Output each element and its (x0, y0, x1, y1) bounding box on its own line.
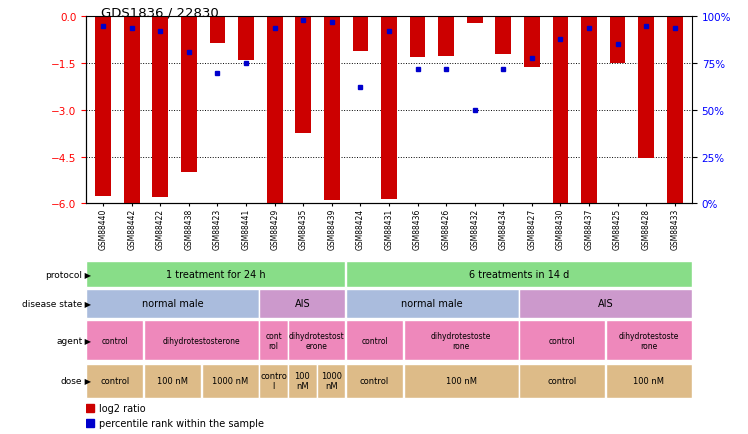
Bar (381, 17, 397, 199)
Text: cont
rol: cont rol (266, 332, 282, 350)
Bar (606, 321, 692, 361)
Text: control: control (360, 376, 389, 385)
Text: control: control (361, 336, 388, 345)
Text: control: control (102, 336, 128, 345)
Text: normal male: normal male (402, 299, 463, 309)
Text: dihydrotestosterone: dihydrotestosterone (162, 336, 240, 345)
Bar (153, 17, 168, 198)
Bar (610, 17, 625, 63)
Bar (404, 321, 518, 361)
Text: dose: dose (61, 376, 82, 385)
Text: contro
l: contro l (260, 372, 287, 390)
Bar (86, 262, 346, 287)
Text: percentile rank within the sample: percentile rank within the sample (99, 418, 264, 427)
Text: 100 nM: 100 nM (157, 376, 188, 385)
Text: dihydrotestoste
rone: dihydrotestoste rone (431, 332, 491, 350)
Text: ▶: ▶ (82, 299, 91, 308)
Bar (346, 262, 692, 287)
Bar (667, 17, 683, 204)
Text: ▶: ▶ (82, 376, 91, 385)
Bar (638, 17, 654, 159)
Bar (144, 321, 259, 361)
Bar (553, 17, 568, 204)
Bar (288, 364, 316, 398)
Bar (86, 364, 144, 398)
Text: log2 ratio: log2 ratio (99, 404, 146, 414)
Bar (346, 290, 518, 318)
Bar (209, 17, 225, 44)
Bar (238, 17, 254, 61)
Text: disease state: disease state (22, 299, 82, 308)
Text: AIS: AIS (598, 299, 613, 309)
Bar (295, 17, 311, 134)
Bar (606, 364, 692, 398)
Text: control: control (549, 336, 575, 345)
Text: agent: agent (56, 336, 82, 345)
Text: dihydrotestost
erone: dihydrotestost erone (289, 332, 345, 350)
Bar (519, 364, 605, 398)
Bar (404, 364, 518, 398)
Bar (86, 321, 144, 361)
Bar (495, 17, 511, 55)
Text: control: control (548, 376, 577, 385)
Bar (260, 364, 288, 398)
Text: 100 nM: 100 nM (446, 376, 476, 385)
Bar (524, 17, 540, 68)
Bar (202, 364, 259, 398)
Text: AIS: AIS (295, 299, 310, 309)
Text: 1000 nM: 1000 nM (212, 376, 248, 385)
Bar (346, 364, 403, 398)
Bar (260, 290, 346, 318)
Bar (352, 17, 368, 52)
Bar (260, 321, 288, 361)
Text: control: control (100, 376, 129, 385)
Text: 6 treatments in 14 d: 6 treatments in 14 d (469, 270, 569, 279)
Bar (124, 17, 140, 204)
Bar (95, 17, 111, 196)
Text: 100 nM: 100 nM (633, 376, 664, 385)
Bar (317, 364, 346, 398)
Bar (324, 17, 340, 201)
Bar (288, 321, 346, 361)
Text: protocol: protocol (46, 270, 82, 279)
Text: 1000
nM: 1000 nM (321, 372, 342, 390)
Bar (438, 17, 454, 57)
Bar (519, 290, 692, 318)
Text: normal male: normal male (142, 299, 203, 309)
Text: 100
nM: 100 nM (295, 372, 310, 390)
Text: ▶: ▶ (82, 336, 91, 345)
Bar (346, 321, 403, 361)
Bar (181, 17, 197, 173)
Text: 1 treatment for 24 h: 1 treatment for 24 h (166, 270, 266, 279)
Text: GDS1836 / 22830: GDS1836 / 22830 (101, 7, 218, 20)
Bar (86, 290, 259, 318)
Bar (519, 321, 605, 361)
Bar (581, 17, 597, 204)
Bar (410, 17, 426, 58)
Bar (467, 17, 482, 24)
Text: ▶: ▶ (82, 270, 91, 279)
Text: dihydrotestoste
rone: dihydrotestoste rone (619, 332, 679, 350)
Bar (267, 17, 283, 204)
Bar (144, 364, 201, 398)
